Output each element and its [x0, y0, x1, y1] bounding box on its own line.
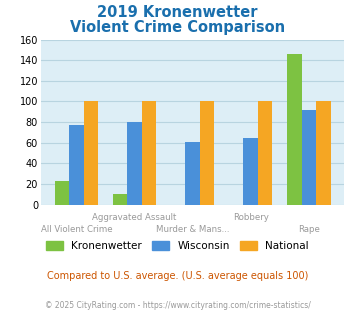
Bar — [258, 102, 273, 205]
Text: Rape: Rape — [298, 225, 320, 234]
Text: Violent Crime Comparison: Violent Crime Comparison — [70, 20, 285, 35]
Bar — [244, 138, 258, 205]
Text: Compared to U.S. average. (U.S. average equals 100): Compared to U.S. average. (U.S. average … — [47, 271, 308, 281]
Bar — [316, 102, 331, 205]
Bar — [55, 181, 69, 205]
Text: Robbery: Robbery — [233, 213, 269, 222]
Text: All Violent Crime: All Violent Crime — [40, 225, 112, 234]
Text: Murder & Mans...: Murder & Mans... — [156, 225, 229, 234]
Bar — [69, 125, 84, 205]
Bar — [84, 102, 98, 205]
Text: 2019 Kronenwetter: 2019 Kronenwetter — [97, 5, 258, 20]
Bar — [113, 194, 127, 205]
Bar — [301, 110, 316, 205]
Legend: Kronenwetter, Wisconsin, National: Kronenwetter, Wisconsin, National — [46, 241, 309, 251]
Bar — [200, 102, 214, 205]
Bar — [287, 54, 301, 205]
Text: Aggravated Assault: Aggravated Assault — [92, 213, 177, 222]
Bar — [185, 142, 200, 205]
Bar — [142, 102, 156, 205]
Bar — [127, 122, 142, 205]
Text: © 2025 CityRating.com - https://www.cityrating.com/crime-statistics/: © 2025 CityRating.com - https://www.city… — [45, 301, 310, 310]
